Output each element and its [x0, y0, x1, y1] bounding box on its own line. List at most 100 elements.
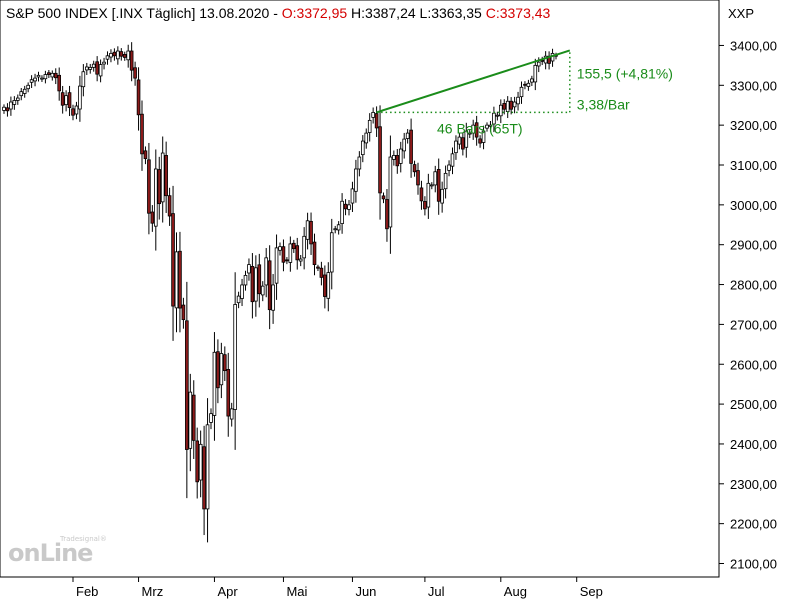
candle: [505, 96, 510, 119]
candle: [29, 75, 34, 88]
candle: [254, 255, 258, 317]
candle: [312, 233, 317, 276]
candle: [440, 181, 444, 213]
candle: [354, 159, 358, 203]
y-tick-label: 2500,00: [730, 397, 777, 412]
candle-body: [98, 64, 103, 77]
candle-body: [202, 446, 206, 510]
candle-body: [195, 440, 200, 483]
tradesignal-online-logo: onLine Tradesignal®: [8, 535, 108, 567]
y-tick-label: 2900,00: [730, 238, 777, 253]
candle: [305, 212, 310, 250]
candle-body: [523, 83, 527, 86]
candle: [209, 408, 213, 430]
candle-body: [516, 96, 520, 105]
candle: [164, 141, 168, 213]
y-tick-label: 2600,00: [730, 357, 777, 372]
candle-body: [426, 182, 431, 208]
candle-body: [216, 351, 220, 389]
candle: [433, 165, 438, 193]
candle-body: [371, 111, 375, 118]
candle-body: [333, 228, 337, 231]
candle: [167, 187, 172, 226]
candle-body: [109, 53, 113, 58]
candle: [116, 46, 120, 65]
x-tick-label: Jul: [428, 584, 445, 599]
candle-body: [323, 274, 327, 297]
candle-body: [395, 155, 400, 167]
candle: [60, 85, 65, 114]
candle-body: [226, 369, 231, 417]
candle-body: [471, 124, 475, 134]
candle: [95, 56, 99, 82]
x-tick-label: Jun: [355, 584, 376, 599]
candle: [412, 160, 417, 177]
candle: [119, 48, 124, 61]
candle: [423, 196, 427, 216]
candle-body: [385, 199, 389, 230]
candle: [264, 248, 268, 298]
candle: [295, 237, 300, 270]
candle-body: [433, 171, 438, 186]
candle-body: [461, 137, 465, 150]
candle-body: [150, 211, 155, 224]
candle-body: [50, 72, 55, 78]
y-tick-label: 2800,00: [730, 278, 777, 293]
candle-body: [436, 168, 441, 202]
candle: [498, 99, 503, 124]
plot-frame: [0, 0, 720, 578]
candle: [188, 373, 193, 472]
candle: [392, 150, 396, 166]
candle-body: [343, 203, 348, 210]
candle-body: [122, 54, 127, 58]
candle: [333, 225, 337, 234]
candle-body: [36, 74, 41, 78]
candle: [85, 62, 89, 75]
logo-tradesignal-text: Tradesignal®: [60, 535, 107, 543]
candle-body: [409, 129, 413, 164]
candle: [360, 135, 365, 163]
candle-body: [298, 258, 303, 262]
candle-body: [388, 156, 393, 228]
candle: [402, 132, 406, 159]
candle-body: [191, 394, 196, 441]
candle-body: [188, 391, 193, 449]
candle: [129, 42, 134, 82]
candle-body: [157, 169, 162, 205]
candle: [78, 75, 82, 122]
candle-body: [530, 78, 534, 83]
candle-body: [5, 107, 10, 112]
candle: [222, 346, 227, 381]
candle: [492, 106, 496, 133]
candle: [109, 49, 113, 63]
candle: [133, 61, 137, 86]
candle: [340, 193, 344, 234]
candle: [126, 44, 131, 68]
candle-body: [402, 138, 406, 152]
candle: [219, 342, 224, 399]
candle: [67, 85, 72, 117]
candle-body: [274, 247, 279, 284]
candle-body: [495, 114, 500, 117]
candle: [191, 380, 196, 459]
candle-body: [457, 136, 462, 145]
candle: [50, 70, 55, 81]
candle-body: [60, 92, 65, 106]
candle-body: [33, 77, 37, 82]
candle: [205, 398, 210, 543]
candle: [419, 180, 424, 210]
header-low: L:3363,35: [419, 5, 482, 21]
candle-body: [447, 164, 451, 171]
candle: [543, 51, 548, 70]
candle: [540, 56, 544, 66]
candle-body: [509, 100, 513, 110]
candle: [12, 96, 17, 110]
candle-body: [133, 67, 137, 79]
bars-label: 46 Bars (65T): [437, 120, 523, 136]
candle-body: [95, 61, 99, 75]
candle-body: [316, 266, 320, 269]
candle-body: [429, 184, 434, 187]
candle: [181, 297, 186, 329]
candle: [471, 119, 475, 140]
